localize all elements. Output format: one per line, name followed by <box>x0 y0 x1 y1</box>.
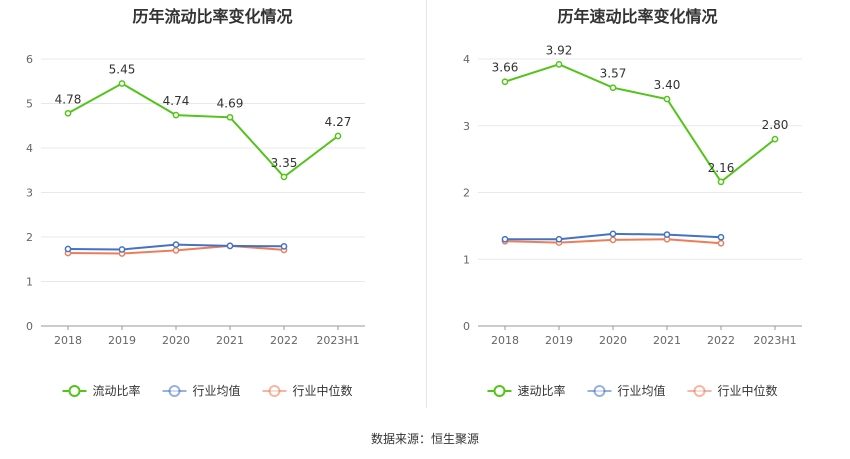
x-tick-label: 2023H1 <box>316 334 359 347</box>
legend-label: 速动比率 <box>518 383 566 398</box>
series-line <box>67 82 339 179</box>
data-label: 3.92 <box>546 43 573 57</box>
y-tick-label: 0 <box>26 320 33 333</box>
data-point <box>663 95 671 103</box>
y-tick-label: 6 <box>26 53 33 66</box>
x-tick-label: 2020 <box>599 334 627 347</box>
data-label: 2.16 <box>708 161 735 175</box>
data-label: 3.35 <box>271 156 298 170</box>
data-label: 3.66 <box>492 61 519 75</box>
data-label: 3.40 <box>654 78 681 92</box>
data-point <box>334 132 342 140</box>
data-point <box>64 109 72 117</box>
x-tick-label: 2022 <box>270 334 298 347</box>
x-tick-label: 2018 <box>491 334 519 347</box>
data-point <box>226 113 234 121</box>
data-point <box>118 246 126 253</box>
data-point <box>501 235 509 243</box>
data-point <box>717 233 725 241</box>
data-point <box>64 245 72 253</box>
data-point <box>280 173 288 181</box>
data-label: 5.45 <box>109 62 136 76</box>
quick-ratio-chart: 0 1 2 3 4 2018 2019 2020 2021 2022 2023H1 3.66 3.92 3… <box>463 43 802 398</box>
data-label: 4.74 <box>163 94 190 108</box>
legend-label: 流动比率 <box>93 383 141 398</box>
data-point <box>226 242 234 250</box>
legend-marker-circle <box>68 385 81 397</box>
x-tick-label: 2023H1 <box>753 334 796 347</box>
data-point <box>280 242 288 250</box>
legend-label: 行业均值 <box>618 383 666 398</box>
x-tick-label: 2021 <box>653 334 681 347</box>
data-label: 4.69 <box>217 96 244 110</box>
data-point <box>609 230 617 238</box>
y-tick-label: 2 <box>463 187 470 200</box>
data-point <box>172 111 180 119</box>
y-tick-label: 1 <box>463 253 470 266</box>
legend-label: 行业中位数 <box>293 383 353 398</box>
legend-label: 行业均值 <box>193 383 241 398</box>
y-tick-label: 2 <box>26 231 33 244</box>
series-line <box>504 63 776 184</box>
data-label: 2.80 <box>762 118 789 132</box>
x-tick-label: 2019 <box>108 334 136 347</box>
current-ratio-panel: 历年流动比率变化情况 0 1 2 3 4 5 6 2018 2019 2020 2021 2022 20… <box>0 0 425 410</box>
data-label: 4.78 <box>55 92 82 106</box>
data-label: 3.57 <box>600 67 627 81</box>
current-ratio-chart: 0 1 2 3 4 5 6 2018 2019 2020 2021 2022 2023H1 4.78 5.4… <box>26 53 365 398</box>
data-point <box>771 135 779 143</box>
y-tick-label: 3 <box>26 187 33 200</box>
x-tick-label: 2019 <box>545 334 573 347</box>
data-point <box>663 231 671 238</box>
y-tick-label: 4 <box>463 53 470 66</box>
y-tick-label: 1 <box>26 276 33 289</box>
legend-marker-circle <box>593 385 606 397</box>
y-tick-label: 0 <box>463 320 470 333</box>
data-point <box>555 235 563 243</box>
chart-title: 历年流动比率变化情况 <box>132 7 293 26</box>
y-tick-label: 3 <box>463 120 470 133</box>
legend-label: 行业中位数 <box>718 383 778 398</box>
data-point <box>609 236 617 244</box>
x-tick-label: 2020 <box>162 334 190 347</box>
x-tick-label: 2018 <box>54 334 82 347</box>
panel-divider <box>426 0 427 408</box>
y-tick-label: 4 <box>26 142 33 155</box>
data-point <box>118 80 126 87</box>
chart-title: 历年速动比率变化情况 <box>557 7 718 26</box>
data-source-note: 数据来源：恒生聚源 <box>370 432 479 446</box>
legend-marker-circle <box>693 385 706 397</box>
data-point <box>555 60 563 68</box>
x-tick-label: 2022 <box>707 334 735 347</box>
data-point <box>717 178 725 186</box>
data-point <box>501 78 509 86</box>
data-point <box>717 239 725 247</box>
x-tick-label: 2021 <box>216 334 244 347</box>
data-point <box>172 247 180 254</box>
legend-marker-circle <box>168 385 181 397</box>
legend-marker-circle <box>268 385 281 397</box>
data-label: 4.27 <box>325 115 352 129</box>
data-point <box>609 84 617 92</box>
legend-marker-circle <box>493 385 506 397</box>
y-tick-label: 5 <box>26 98 33 111</box>
quick-ratio-panel: 历年速动比率变化情况 0 1 2 3 4 2018 2019 2020 2021 2022 2023… <box>425 0 850 410</box>
data-point <box>172 241 180 248</box>
